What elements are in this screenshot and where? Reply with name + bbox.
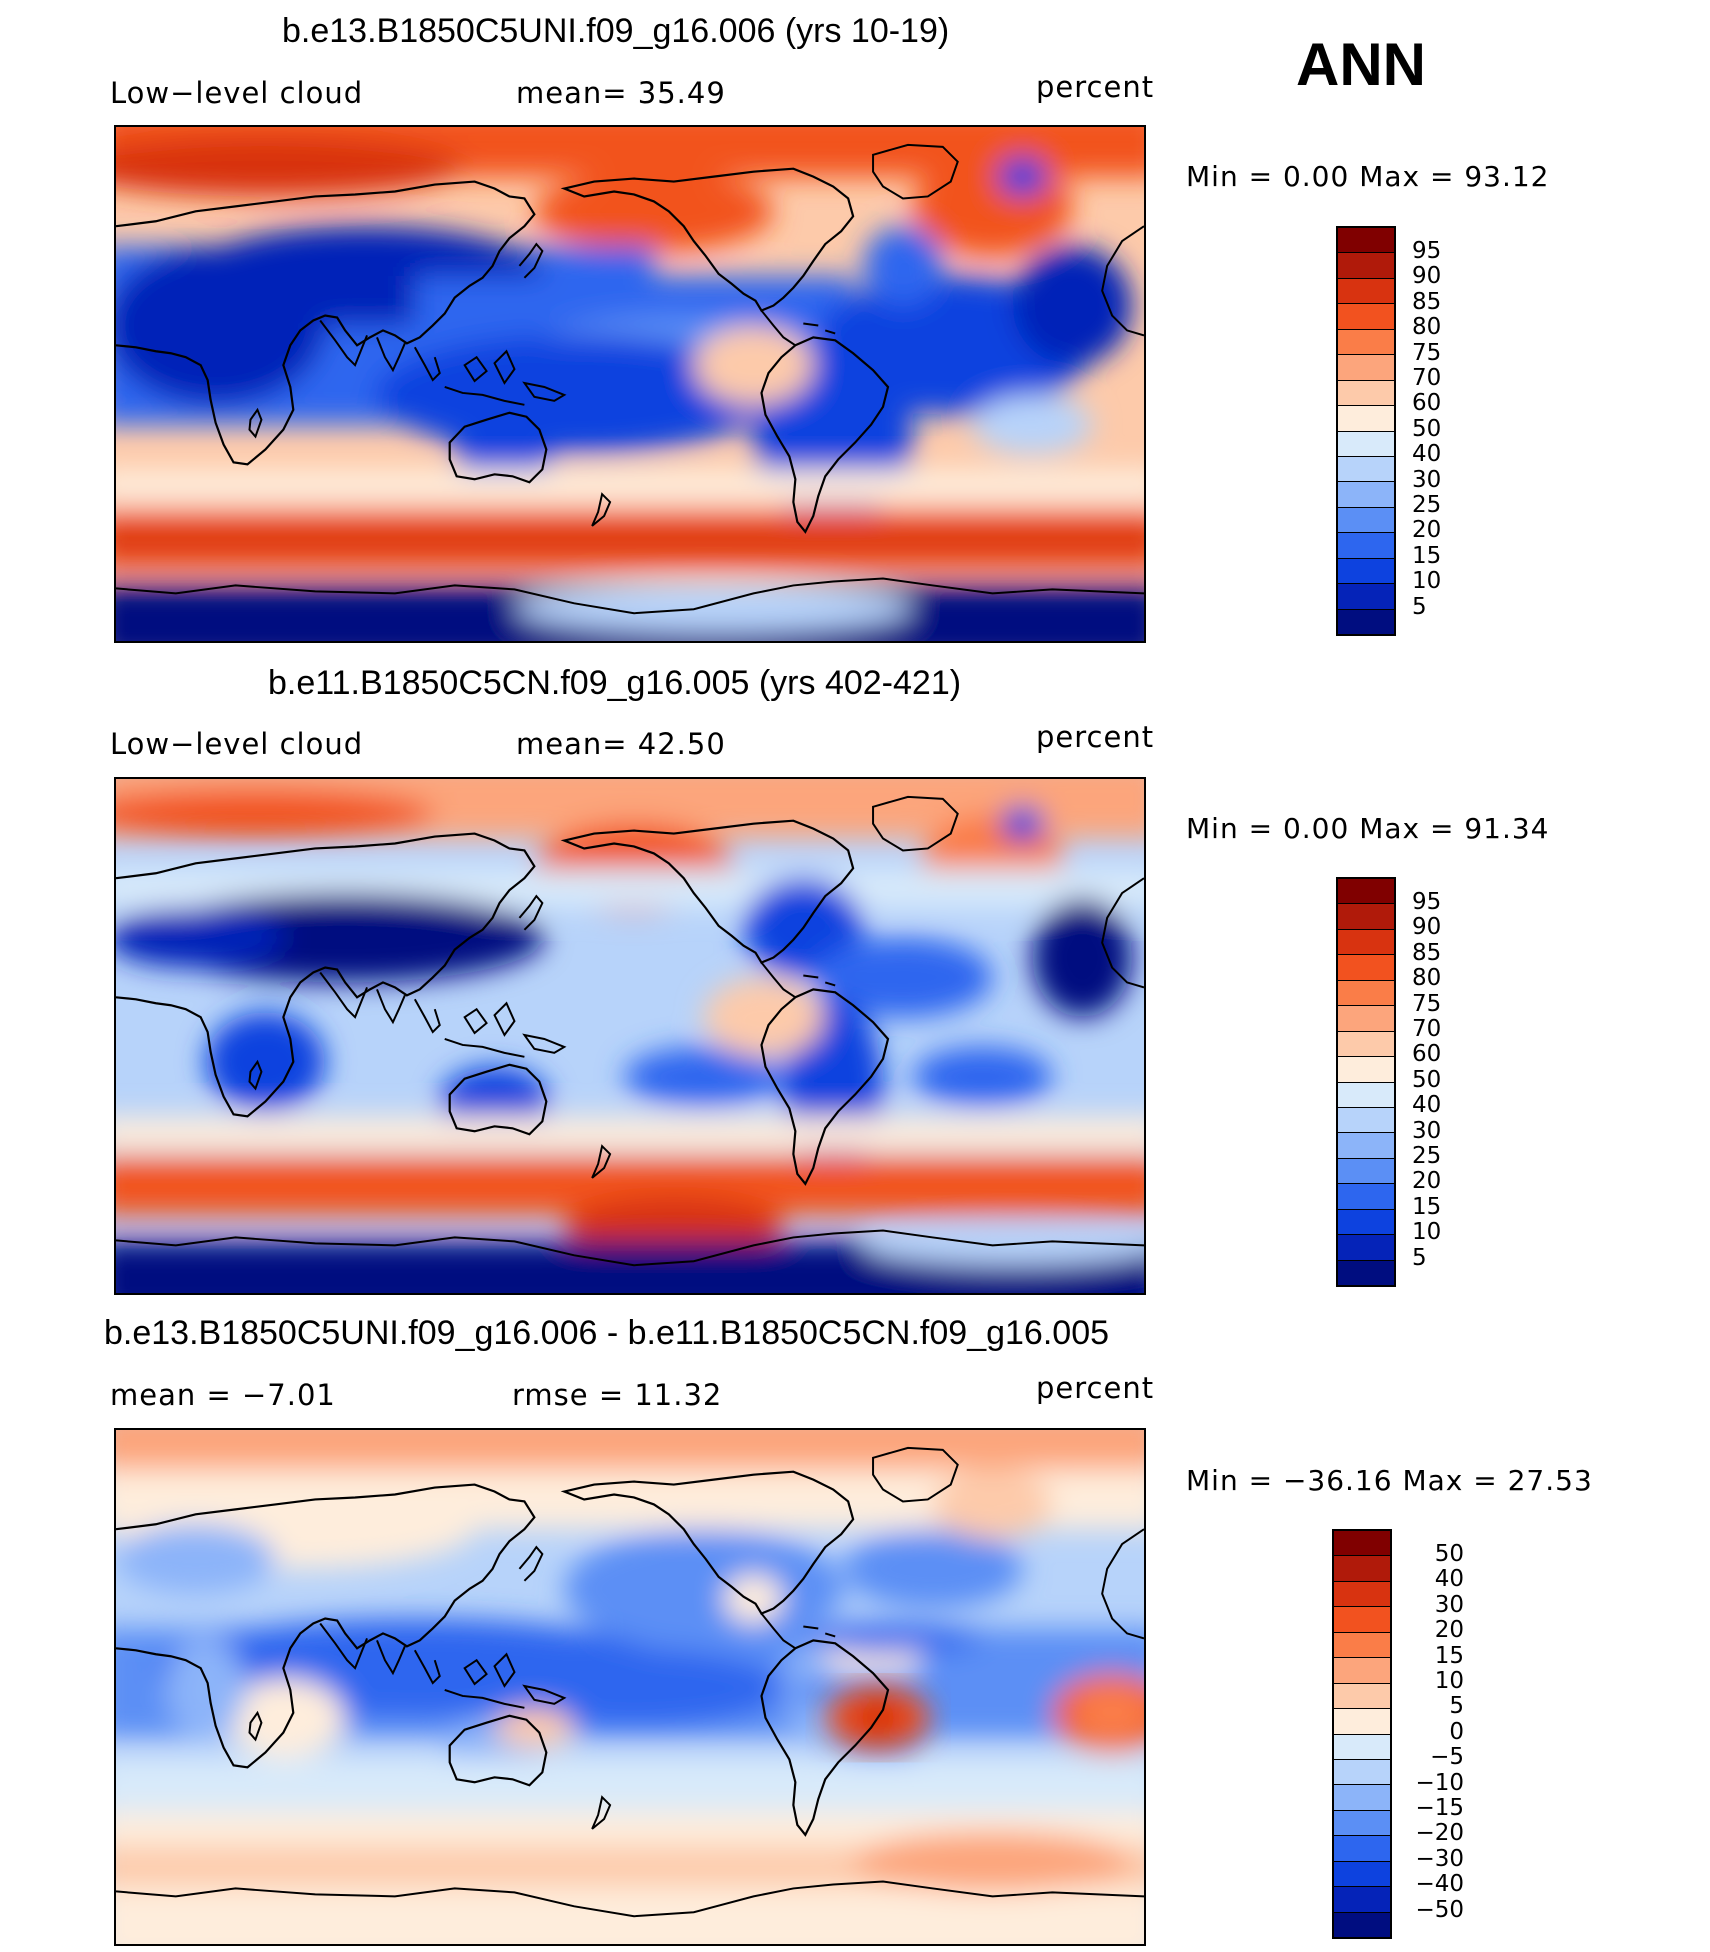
colorbar-tick: 90 <box>1412 914 1442 941</box>
panel-2-mean-label: mean= 42.50 <box>516 727 726 761</box>
colorbar-tick: 50 <box>1412 1066 1442 1093</box>
colorbar-tick: −15 <box>1415 1795 1464 1822</box>
colorbar-tick: −50 <box>1415 1896 1464 1923</box>
colorbar-tick: 60 <box>1412 390 1442 417</box>
panel-1-units: percent <box>1036 70 1155 104</box>
colorbar-tick: 10 <box>1434 1668 1464 1695</box>
colorbar-tick: 30 <box>1434 1591 1464 1618</box>
panel-3-map <box>114 1428 1146 1946</box>
colorbar-tick: 80 <box>1412 314 1442 341</box>
colorbar-tick: 60 <box>1412 1041 1442 1068</box>
panel-1-variable-label: Low−level cloud <box>110 76 364 110</box>
colorbar-tick: −5 <box>1430 1744 1464 1771</box>
panel-1-mean-label: mean= 35.49 <box>516 76 726 110</box>
colorbar-tick: 50 <box>1434 1541 1464 1567</box>
colorbar-tick: 20 <box>1434 1617 1464 1644</box>
panel-3-rmse-label: rmse = 11.32 <box>512 1378 723 1412</box>
colorbar-tick: 95 <box>1412 238 1442 264</box>
panel-3-units: percent <box>1036 1371 1155 1405</box>
colorbar-tick: 85 <box>1412 939 1442 966</box>
panel-2-colorbar <box>1336 877 1396 1287</box>
panel-2-variable-label: Low−level cloud <box>110 727 364 761</box>
panel-1-colorbar <box>1336 226 1396 636</box>
colorbar-tick: 20 <box>1412 517 1442 544</box>
panel-3-title: b.e13.B1850C5UNI.f09_g16.006 - b.e11.B18… <box>104 1314 1110 1352</box>
panel-3-colorbar-ticks: 50 40 30 20 15 10 5 0 −5 −10 −15 −20 −30… <box>1404 1541 1464 1923</box>
panel-1-map <box>114 125 1146 643</box>
colorbar-tick: −10 <box>1415 1769 1464 1796</box>
colorbar-tick: 5 <box>1412 1244 1427 1271</box>
colorbar-tick: 5 <box>1412 593 1427 620</box>
colorbar-tick: 10 <box>1412 1219 1442 1246</box>
colorbar-tick: 0 <box>1449 1718 1464 1745</box>
colorbar-tick: 25 <box>1412 492 1442 519</box>
panel-2-colorbar-ticks: 95 90 85 80 75 70 60 50 40 30 25 20 15 1… <box>1412 889 1442 1271</box>
panel-3-colorbar <box>1332 1529 1392 1939</box>
colorbar-tick: −30 <box>1415 1845 1464 1872</box>
colorbar-tick: 40 <box>1412 441 1442 468</box>
colorbar-tick: 15 <box>1412 542 1442 569</box>
panel-3-minmax: Min = −36.16 Max = 27.53 <box>1186 1464 1593 1497</box>
colorbar-tick: 90 <box>1412 263 1442 290</box>
colorbar-tick: 15 <box>1434 1642 1464 1669</box>
panel-2-units: percent <box>1036 720 1155 754</box>
colorbar-tick: 5 <box>1449 1693 1464 1720</box>
colorbar-tick: 70 <box>1412 1016 1442 1043</box>
panel-3-mean-label: mean = −7.01 <box>110 1378 336 1412</box>
colorbar-tick: 75 <box>1412 339 1442 366</box>
colorbar-tick: 30 <box>1412 466 1442 493</box>
colorbar-tick: 70 <box>1412 365 1442 392</box>
colorbar-tick: 85 <box>1412 288 1442 315</box>
colorbar-tick: 50 <box>1412 415 1442 442</box>
colorbar-tick: 95 <box>1412 889 1442 915</box>
colorbar-tick: −20 <box>1415 1820 1464 1847</box>
colorbar-tick: 10 <box>1412 568 1442 595</box>
panel-1-minmax: Min = 0.00 Max = 93.12 <box>1186 160 1550 193</box>
panel-1-title: b.e13.B1850C5UNI.f09_g16.006 (yrs 10-19) <box>282 12 950 50</box>
colorbar-tick: 40 <box>1434 1566 1464 1593</box>
colorbar-tick: 15 <box>1412 1193 1442 1220</box>
colorbar-tick: −40 <box>1415 1871 1464 1898</box>
colorbar-tick: 80 <box>1412 965 1442 992</box>
colorbar-tick: 40 <box>1412 1092 1442 1119</box>
colorbar-tick: 30 <box>1412 1117 1442 1144</box>
colorbar-tick: 20 <box>1412 1168 1442 1195</box>
colorbar-tick: 75 <box>1412 990 1442 1017</box>
panel-2-minmax: Min = 0.00 Max = 91.34 <box>1186 812 1550 845</box>
panel-2-title: b.e11.B1850C5CN.f09_g16.005 (yrs 402-421… <box>268 664 962 702</box>
colorbar-tick: 25 <box>1412 1143 1442 1170</box>
season-label: ANN <box>1296 31 1426 98</box>
panel-2-map <box>114 777 1146 1295</box>
panel-1-colorbar-ticks: 95 90 85 80 75 70 60 50 40 30 25 20 15 1… <box>1412 238 1442 620</box>
